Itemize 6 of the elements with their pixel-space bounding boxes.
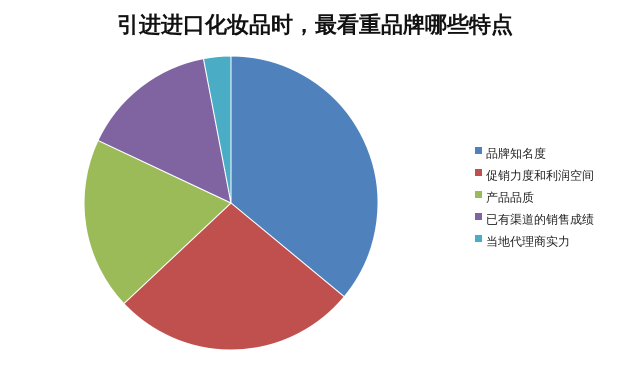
legend-label: 当地代理商实力 — [486, 234, 570, 248]
legend-label: 促销力度和利润空间 — [486, 168, 594, 182]
legend-label: 产品品质 — [486, 190, 534, 204]
chart-title: 引进进口化妆品时，最看重品牌哪些特点 — [117, 12, 513, 38]
legend-label: 已有渠道的销售成绩 — [486, 212, 594, 226]
legend-label: 品牌知名度 — [486, 146, 546, 160]
